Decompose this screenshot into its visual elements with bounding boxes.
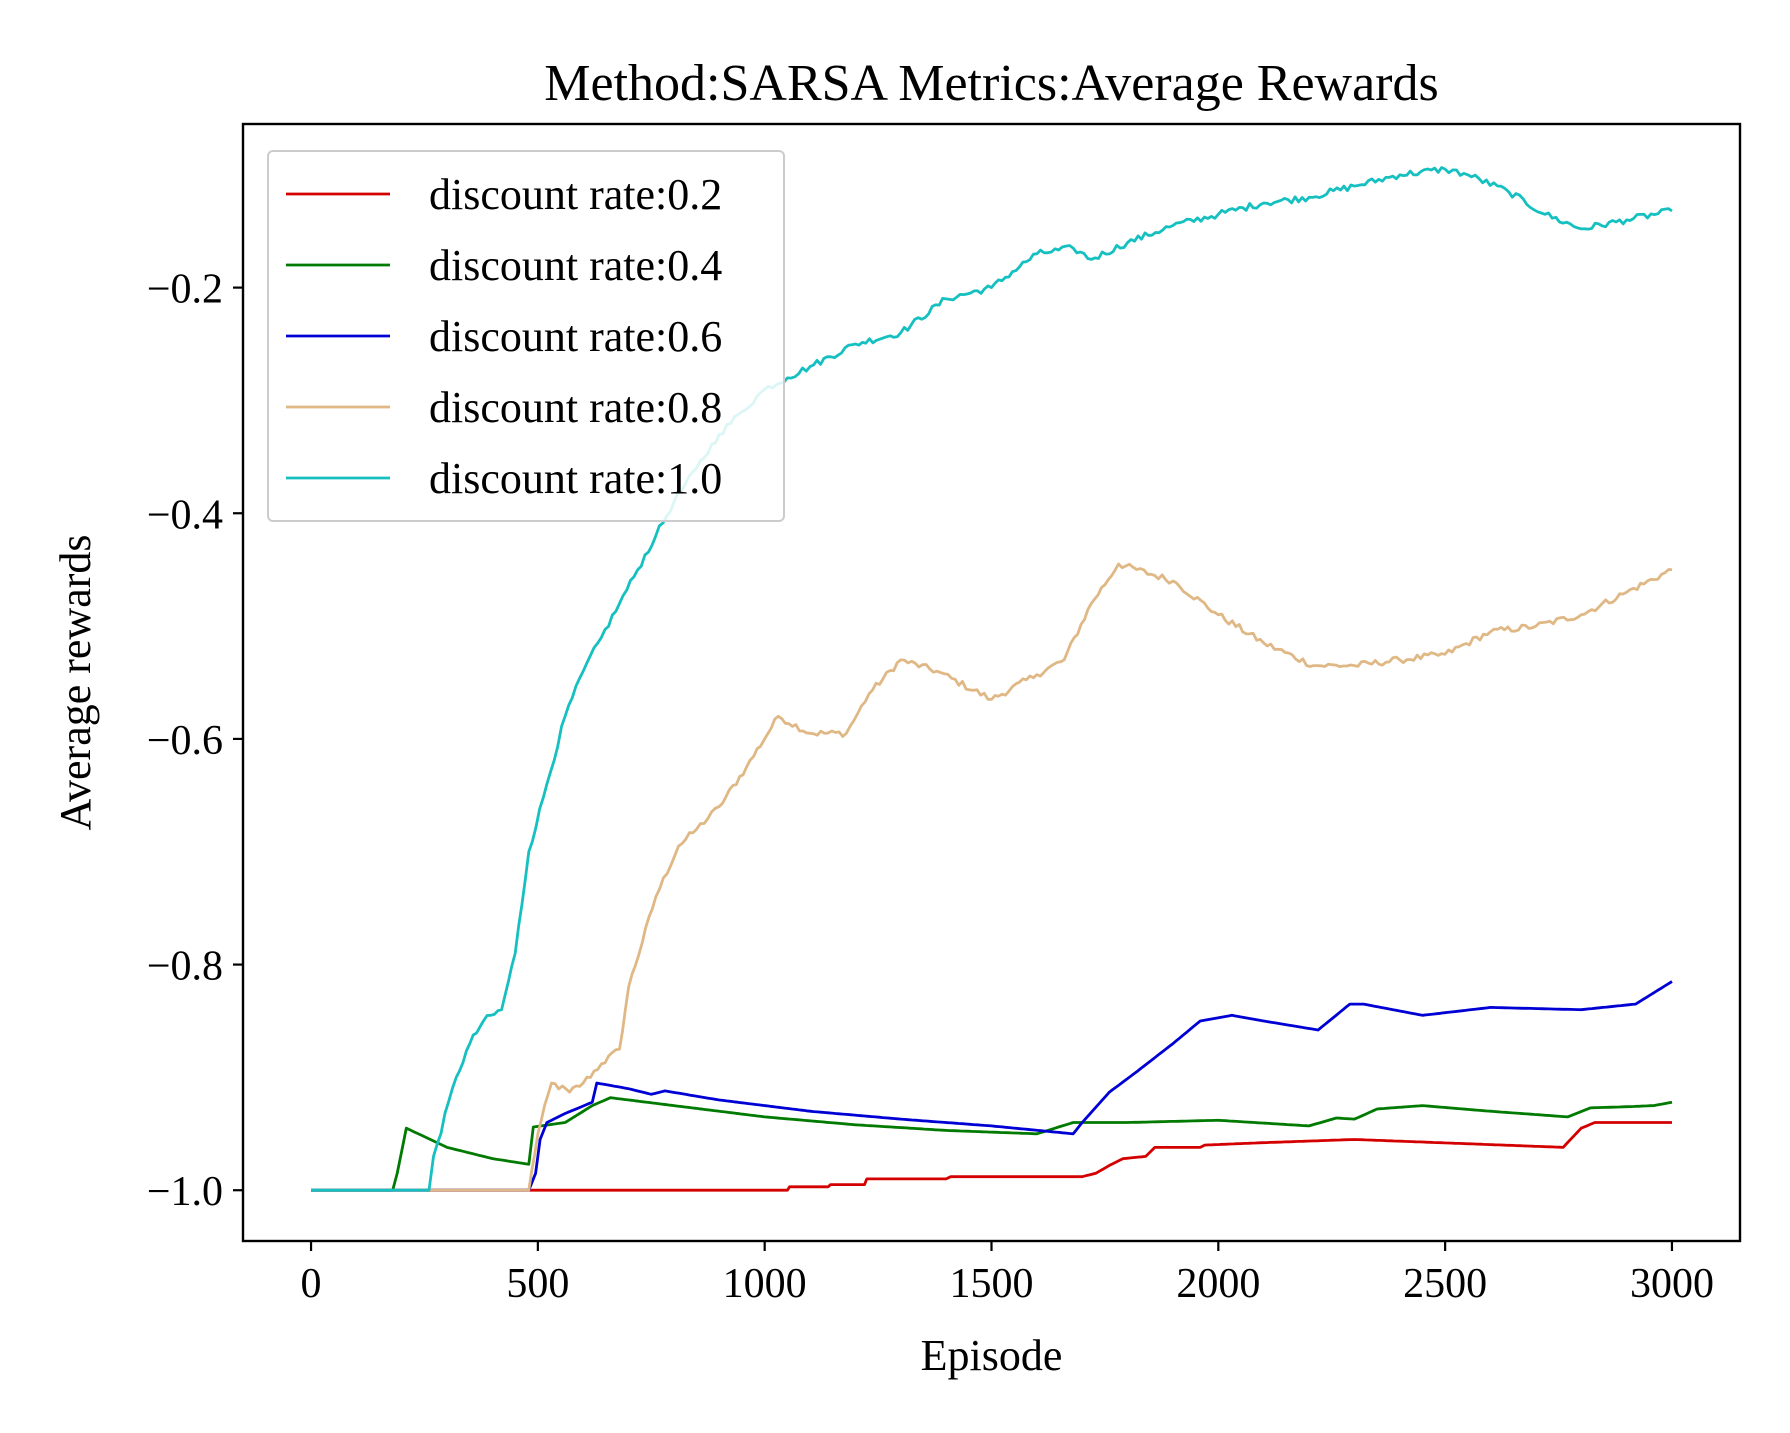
legend-label: discount rate:0.8 [429, 383, 722, 432]
series-group [311, 166, 1673, 1192]
x-tick-label: 2000 [1176, 1261, 1260, 1307]
y-axis-ticks: −1.0 −0.8 −0.6 −0.4 −0.2 [147, 267, 243, 1215]
series-line-3 [311, 980, 1673, 1192]
chart-title: Method:SARSA Metrics:Average Rewards [544, 55, 1438, 112]
x-tick-label: 500 [506, 1261, 569, 1307]
y-tick-label: −0.4 [147, 492, 223, 538]
x-tick-label: 2500 [1403, 1261, 1487, 1307]
legend-label: discount rate:1.0 [429, 454, 722, 503]
x-tick-label: 1000 [723, 1261, 807, 1307]
legend-label: discount rate:0.2 [429, 170, 722, 219]
y-tick-label: −1.0 [147, 1169, 223, 1215]
legend-box [267, 150, 785, 522]
x-axis-ticks: 0 500 1000 1500 2000 2500 3000 [301, 1241, 1714, 1307]
x-tick-label: 3000 [1630, 1261, 1714, 1307]
y-tick-label: −0.8 [147, 944, 223, 990]
x-tick-label: 0 [301, 1261, 322, 1307]
y-tick-label: −0.6 [147, 718, 223, 764]
legend-label: discount rate:0.4 [429, 241, 722, 290]
series-line-5 [311, 166, 1673, 1192]
y-tick-label: −0.2 [147, 267, 223, 313]
legend-label: discount rate:0.6 [429, 312, 722, 361]
series-line-4 [311, 562, 1673, 1192]
x-axis-label: Episode [921, 1331, 1063, 1380]
series-line-1 [311, 1121, 1672, 1192]
x-tick-label: 1500 [950, 1261, 1034, 1307]
legend: discount rate:0.2 discount rate:0.4 discou… [267, 150, 785, 522]
y-axis-label: Average rewards [51, 534, 100, 830]
